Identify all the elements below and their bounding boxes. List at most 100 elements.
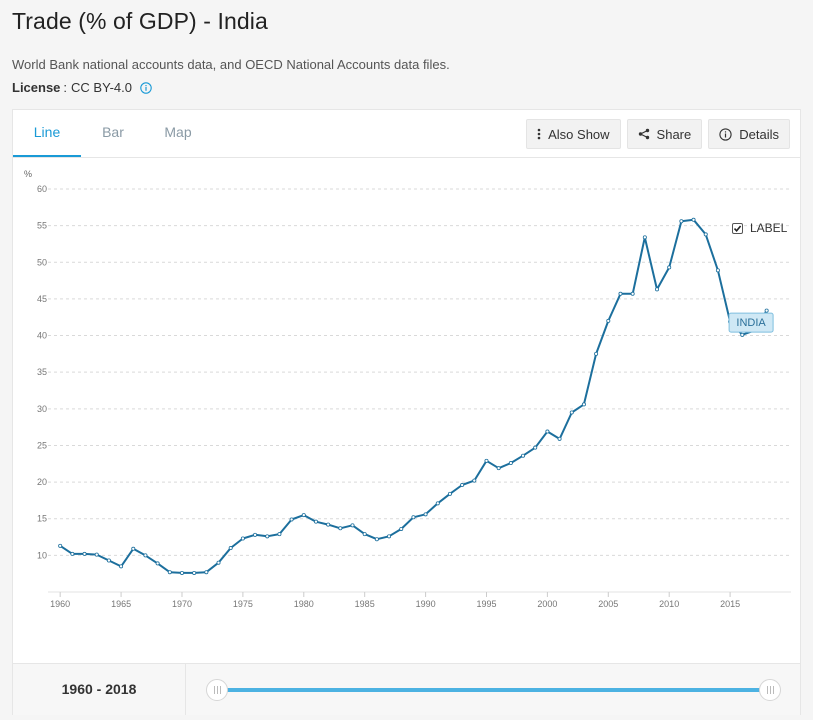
data-point[interactable] (411, 515, 416, 520)
data-point[interactable] (606, 318, 611, 323)
data-point[interactable] (667, 265, 672, 270)
data-point[interactable] (228, 546, 233, 551)
data-point[interactable] (362, 532, 367, 537)
data-point[interactable] (545, 429, 550, 434)
data-point[interactable] (155, 561, 160, 566)
data-point[interactable] (435, 501, 440, 506)
data-point[interactable] (594, 351, 599, 356)
x-tick-label: 1980 (294, 599, 314, 609)
data-point[interactable] (350, 523, 355, 528)
data-point[interactable] (204, 570, 209, 575)
data-point[interactable] (533, 445, 538, 450)
tab-bar[interactable]: Bar (102, 124, 124, 140)
grip-icon (213, 686, 221, 694)
details-label: Details (739, 126, 779, 142)
x-tick-label: 1965 (111, 599, 131, 609)
info-icon[interactable] (140, 81, 152, 94)
data-point[interactable] (192, 570, 197, 575)
license-label: License (12, 80, 61, 95)
data-point[interactable] (106, 558, 111, 563)
data-point[interactable] (131, 546, 136, 551)
also-show-label: Also Show (548, 126, 610, 142)
data-point[interactable] (655, 287, 660, 292)
data-point[interactable] (557, 436, 562, 441)
x-tick-label: 1995 (476, 599, 496, 609)
data-point[interactable] (143, 553, 148, 558)
details-info-icon (719, 127, 732, 141)
data-point[interactable] (740, 332, 745, 337)
checkmark-icon (733, 224, 742, 232)
more-vertical-icon (537, 128, 541, 140)
data-point[interactable] (374, 537, 379, 542)
data-point[interactable] (447, 491, 452, 496)
share-button[interactable]: Share (626, 119, 703, 149)
y-tick-label: 30 (37, 404, 47, 414)
view-tabs: Line Bar Map (13, 110, 211, 158)
line-chart: % 10 15 20 25 30 35 40 45 50 55 60 1960 1965 1970 1975 1… (24, 169, 791, 609)
range-slider-track[interactable] (218, 688, 772, 692)
y-tick-label: 45 (37, 294, 47, 304)
series-label-box (728, 312, 774, 333)
data-point[interactable] (338, 526, 343, 531)
data-point[interactable] (253, 532, 258, 537)
data-point[interactable] (630, 291, 635, 296)
data-point[interactable] (119, 564, 124, 569)
license-separator: : (63, 80, 68, 95)
x-tick-label: 2005 (598, 599, 618, 609)
data-point[interactable] (216, 560, 221, 565)
y-tick-label: 20 (37, 477, 47, 487)
data-point[interactable] (618, 291, 623, 296)
tab-line[interactable]: Line (13, 110, 81, 157)
data-point[interactable] (581, 402, 586, 407)
data-point[interactable] (691, 217, 696, 222)
label-toggle[interactable]: LABEL (732, 221, 787, 235)
data-point[interactable] (265, 534, 270, 539)
tab-map[interactable]: Map (164, 124, 192, 140)
x-tick-label: 1960 (50, 599, 70, 609)
data-point[interactable] (703, 232, 708, 237)
data-point[interactable] (70, 551, 75, 556)
data-point[interactable] (240, 536, 245, 541)
data-point[interactable] (399, 526, 404, 531)
data-point[interactable] (167, 570, 172, 575)
data-point[interactable] (387, 534, 392, 539)
y-tick-label: 25 (37, 440, 47, 450)
data-point[interactable] (496, 466, 501, 471)
x-tick-label: 2015 (720, 599, 740, 609)
x-tick-label: 1985 (355, 599, 375, 609)
data-point[interactable] (764, 308, 769, 313)
chart-panel: Line Bar Map Also Show Share Details (12, 109, 801, 715)
data-point[interactable] (58, 543, 63, 548)
data-point[interactable] (313, 519, 318, 524)
data-point[interactable] (301, 513, 306, 518)
data-point[interactable] (521, 453, 526, 458)
data-point[interactable] (460, 483, 465, 488)
label-checkbox[interactable] (732, 222, 743, 234)
data-point[interactable] (179, 570, 184, 575)
range-start-handle[interactable] (206, 679, 228, 701)
data-point[interactable] (423, 512, 428, 517)
data-point[interactable] (326, 522, 331, 527)
label-toggle-text: LABEL (750, 221, 788, 235)
data-point[interactable] (289, 517, 294, 522)
data-point[interactable] (82, 551, 87, 556)
data-point[interactable] (94, 552, 99, 557)
data-point[interactable] (679, 219, 684, 224)
data-point[interactable] (472, 478, 477, 483)
range-end-handle[interactable] (759, 679, 781, 701)
data-point[interactable] (484, 458, 489, 463)
action-buttons: Also Show Share Details (526, 119, 790, 149)
data-point[interactable] (277, 532, 282, 537)
also-show-button[interactable]: Also Show (526, 119, 621, 149)
data-point[interactable] (508, 461, 513, 466)
details-button[interactable]: Details (708, 119, 790, 149)
data-point[interactable] (569, 410, 574, 415)
grip-icon (766, 686, 774, 694)
y-tick-label: 60 (37, 184, 47, 194)
y-tick-label: 40 (37, 331, 47, 341)
chart-area: % 10 15 20 25 30 35 40 45 50 55 60 1960 1965 1970 1975 1… (13, 158, 800, 663)
license-value: CC BY-4.0 (71, 80, 132, 95)
data-point[interactable] (642, 235, 647, 240)
data-point[interactable] (715, 268, 720, 273)
series-label-india: INDIA (736, 317, 766, 329)
